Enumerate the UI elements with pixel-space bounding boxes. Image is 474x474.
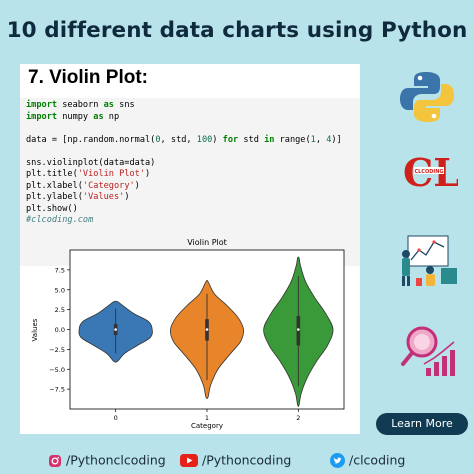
learn-more-button[interactable]: Learn More <box>376 413 468 435</box>
y-tick-label: 7.5 <box>55 266 65 274</box>
code-token: )] <box>331 134 342 145</box>
code-line: plt.xlabel('Category') <box>26 181 342 193</box>
youtube-icon <box>180 454 198 467</box>
y-axis-label: Values <box>31 318 39 341</box>
code-line: plt.show() <box>26 204 342 216</box>
code-token: 100 <box>196 134 213 145</box>
x-tick-label: 0 <box>114 414 118 422</box>
page-title: 10 different data charts using Python <box>6 18 468 43</box>
code-line: plt.title('Violin Plot') <box>26 169 342 181</box>
code-token: range( <box>274 134 311 145</box>
y-tick-label: 2.5 <box>55 306 65 314</box>
code-line: #clcoding.com <box>26 215 342 227</box>
clcoding-logo-icon: CL CLCODING <box>400 150 460 195</box>
violin-median <box>297 328 300 331</box>
code-token: np <box>103 111 120 122</box>
violin-median <box>205 328 209 331</box>
code-line: import seaborn as sns <box>26 100 342 112</box>
y-tick-label: 0.0 <box>55 326 65 334</box>
code-token: 'Category' <box>82 180 135 191</box>
code-line: plt.ylabel('Values') <box>26 192 342 204</box>
code-line: sns.violinplot(data=data) <box>26 158 342 170</box>
y-tick-label: −2.5 <box>49 346 65 354</box>
code-line: data = [np.random.normal(0, std, 100) fo… <box>26 135 342 147</box>
y-tick-label: −7.5 <box>49 386 65 394</box>
code-token: ) <box>145 169 151 179</box>
magnifier-chart-icon <box>401 326 455 376</box>
code-token: 0 <box>155 134 161 145</box>
code-token: plt.title( <box>26 169 78 179</box>
violin-chart: Violin Plot −7.5 −5.0 −2.5 0.0 2.5 5.0 7.5 0 1 2… <box>31 238 345 430</box>
code-line <box>26 146 342 158</box>
python-logo-icon <box>400 72 454 122</box>
code-token: as <box>93 111 104 122</box>
code-token: in <box>264 134 275 145</box>
twitter-link[interactable]: /clcoding <box>330 452 405 468</box>
x-axis-label: Category <box>191 422 223 430</box>
code-token: , std, <box>160 134 197 145</box>
code-token: plt.xlabel( <box>26 180 83 191</box>
code-token: #clcoding.com <box>26 215 94 225</box>
code-lines: import seaborn as sns import numpy as np … <box>26 100 342 227</box>
code-token: 'Values' <box>82 192 125 202</box>
x-tick-label: 1 <box>205 414 209 422</box>
code-token: data = [np.random.normal( <box>26 134 156 145</box>
code-token: sns.violinplot(data=data) <box>26 157 156 168</box>
code-line <box>26 123 342 135</box>
code-token: plt.ylabel( <box>26 192 83 202</box>
code-token: numpy <box>57 111 94 122</box>
instagram-handle: /Pythonclcoding <box>66 452 166 468</box>
code-token: ) <box>124 192 130 202</box>
twitter-icon <box>330 453 345 468</box>
code-token: import <box>26 111 58 122</box>
twitter-handle: /clcoding <box>349 452 406 468</box>
content-card: 7. Violin Plot: import seaborn as sns imp… <box>20 64 360 434</box>
instagram-icon <box>49 454 61 467</box>
footer: /Pythonclcoding /Pythoncoding /clcoding <box>0 446 474 474</box>
code-token: for <box>222 134 239 145</box>
code-line: import numpy as np <box>26 112 342 124</box>
code-token: std <box>238 134 265 145</box>
code-token: , <box>315 134 327 145</box>
code-token: 'Violin Plot' <box>77 169 146 179</box>
youtube-link[interactable]: /Pythoncoding <box>180 452 291 468</box>
x-tick-label: 2 <box>296 414 300 422</box>
card-heading: 7. Violin Plot: <box>28 67 148 88</box>
code-block: import seaborn as sns import numpy as np … <box>20 98 360 266</box>
code-token: ) <box>134 180 140 191</box>
y-tick-label: −5.0 <box>49 366 65 374</box>
card-header: 7. Violin Plot: <box>20 64 360 94</box>
violin-median <box>114 328 117 331</box>
code-token: sns <box>113 100 135 110</box>
logo-subtext: CLCODING <box>414 169 443 175</box>
data-analysis-illustration-icon <box>402 235 457 286</box>
instagram-link[interactable]: /Pythonclcoding <box>48 452 166 468</box>
youtube-handle: /Pythoncoding <box>202 452 292 468</box>
code-token: 1 <box>310 134 316 145</box>
code-token: import <box>26 100 58 110</box>
code-token: 4 <box>326 134 332 145</box>
y-tick-label: 5.0 <box>55 286 65 294</box>
code-token: ) <box>212 134 223 145</box>
code-token: as <box>103 100 114 110</box>
chart-title: Violin Plot <box>187 238 227 247</box>
code-token: seaborn <box>57 100 104 110</box>
code-token: plt.show() <box>26 203 78 214</box>
